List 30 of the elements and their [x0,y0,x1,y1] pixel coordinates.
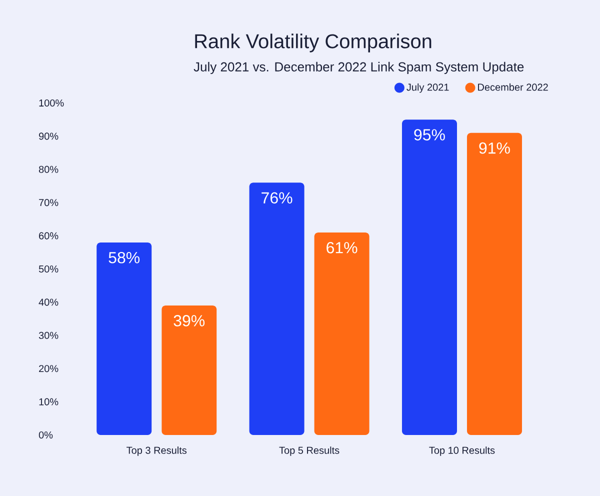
legend-label: December 2022 [478,83,548,91]
bar [249,182,304,435]
y-tick-label: 20% [39,365,58,372]
data-label: 95% [414,129,445,140]
bar [402,120,457,435]
y-tick-label: 100% [39,99,64,107]
bar [162,306,217,435]
data-label: 61% [326,242,358,254]
chart-title: Rank Volatility Comparison [195,34,432,52]
bar [96,242,152,435]
chart-subtitle: July 2021 vs. December 2022 Link Spam System Update [194,62,524,74]
y-tick-label: 60% [39,232,58,240]
x-tick-label: Top 10 Results [429,446,495,456]
data-label: 58% [108,252,140,264]
data-label: 91% [479,142,510,154]
y-tick-label: 70% [39,199,58,206]
y-tick-label: 10% [39,398,58,406]
y-tick-label: 40% [38,298,58,306]
x-tick-label: Top 5 Results [279,446,340,456]
y-tick-label: 30% [38,332,58,339]
data-label: 76% [262,192,292,204]
bar [314,232,370,435]
bar [466,132,522,435]
y-tick-label: 90% [39,132,58,140]
y-tick-label: 80% [38,166,58,173]
legend-label: July 2021 [406,83,449,93]
data-label: 39% [174,315,205,326]
y-tick-label: 0% [38,431,53,439]
x-tick-label: Top 3 Results [126,446,187,456]
y-tick-label: 50% [38,265,58,273]
